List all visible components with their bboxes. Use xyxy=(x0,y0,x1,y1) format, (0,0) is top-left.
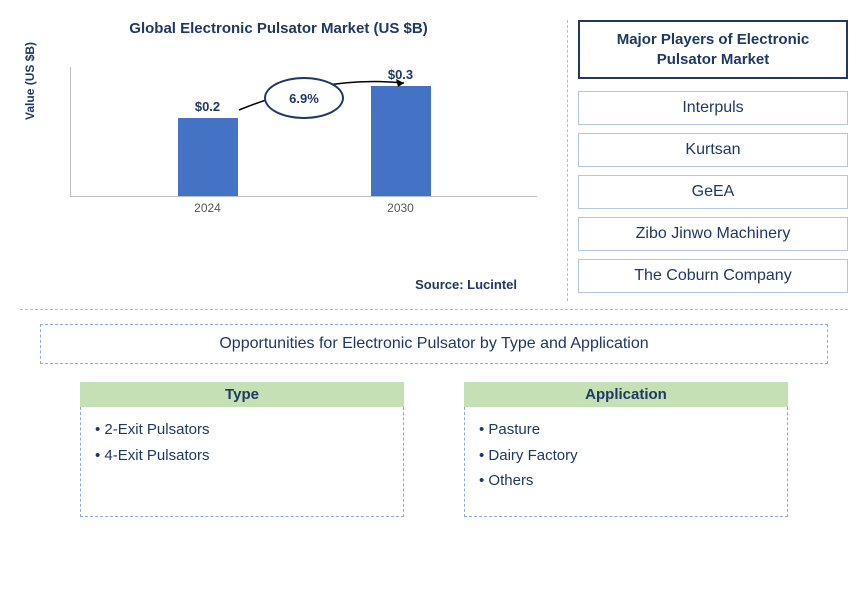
chart-panel: Global Electronic Pulsator Market (US $B… xyxy=(20,20,557,301)
opportunity-item: • Others xyxy=(479,468,773,494)
opportunity-item: • Pasture xyxy=(479,417,773,443)
opportunity-item: • Dairy Factory xyxy=(479,443,773,469)
players-panel: Major Players of Electronic Pulsator Mar… xyxy=(578,20,848,301)
chart-title: Global Electronic Pulsator Market (US $B… xyxy=(20,20,537,37)
players-list: Interpuls Kurtsan GeEA Zibo Jinwo Machinery… xyxy=(578,91,848,293)
player-item: GeEA xyxy=(578,175,848,209)
opportunities-header: Opportunities for Electronic Pulsator by… xyxy=(40,324,828,364)
cagr-badge: 6.9% xyxy=(264,77,344,119)
opportunity-list: • 2-Exit Pulsators• 4-Exit Pulsators xyxy=(80,407,404,517)
player-item: Kurtsan xyxy=(578,133,848,167)
bar-value-label: $0.3 xyxy=(388,67,413,82)
bar-rect xyxy=(371,86,431,196)
y-axis-label: Value (US $B) xyxy=(23,42,37,120)
vertical-divider xyxy=(567,20,568,301)
opportunity-list: • Pasture• Dairy Factory• Others xyxy=(464,407,788,517)
player-item: Interpuls xyxy=(578,91,848,125)
opportunity-column-title: Application xyxy=(464,382,788,407)
bar-category-label: 2030 xyxy=(387,201,414,215)
opportunities-section: Opportunities for Electronic Pulsator by… xyxy=(0,324,868,517)
opportunity-item: • 2-Exit Pulsators xyxy=(95,417,389,443)
bar-value-label: $0.2 xyxy=(195,99,220,114)
plot-area: 6.9% $0.2 2024 $0.3 2030 xyxy=(70,67,537,197)
opportunity-item: • 4-Exit Pulsators xyxy=(95,443,389,469)
opportunity-column: Type• 2-Exit Pulsators• 4-Exit Pulsators xyxy=(80,382,404,517)
player-item: The Coburn Company xyxy=(578,259,848,293)
bar-chart: Value (US $B) 6.9% $0.2 2024 $0.3 2030 xyxy=(70,67,537,237)
bar-rect xyxy=(178,118,238,196)
top-section: Global Electronic Pulsator Market (US $B… xyxy=(0,0,868,301)
source-label: Source: Lucintel xyxy=(20,277,537,292)
bar-2024: $0.2 2024 xyxy=(178,99,238,196)
opportunity-column-title: Type xyxy=(80,382,404,407)
horizontal-divider xyxy=(20,309,848,310)
bar-2030: $0.3 2030 xyxy=(371,67,431,196)
opportunities-columns: Type• 2-Exit Pulsators• 4-Exit Pulsators… xyxy=(40,382,828,517)
opportunity-column: Application• Pasture• Dairy Factory• Oth… xyxy=(464,382,788,517)
bar-category-label: 2024 xyxy=(194,201,221,215)
players-header: Major Players of Electronic Pulsator Mar… xyxy=(578,20,848,79)
player-item: Zibo Jinwo Machinery xyxy=(578,217,848,251)
